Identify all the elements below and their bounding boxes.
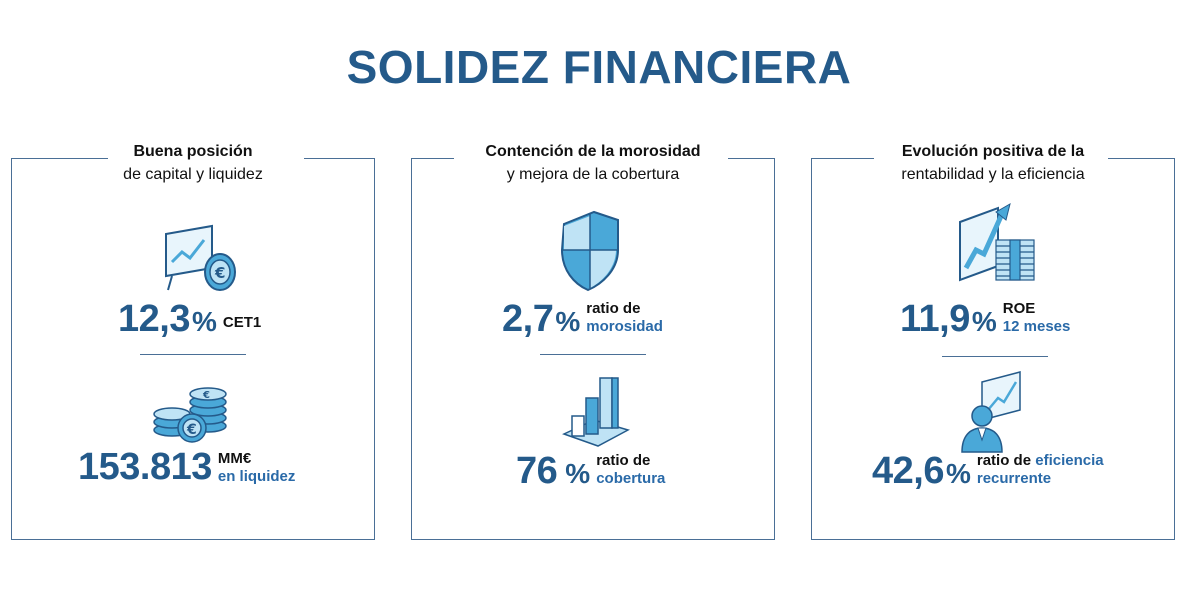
svg-text:€: € xyxy=(214,264,225,282)
metric-label-line1-a: ratio de xyxy=(976,452,1032,469)
metric-label-line2: en liquidez xyxy=(217,468,296,485)
metric-eficiencia: 42,6% ratio de eficiencia recurrente xyxy=(872,450,1104,493)
metric-unit: % xyxy=(191,306,217,337)
panel-heading-line1: Contención de la morosidad xyxy=(485,143,701,160)
metric-label-line1: ratio de xyxy=(596,452,651,469)
metric-label-line1: ratio de xyxy=(586,300,641,317)
panel-heading-line1: Evolución positiva de la xyxy=(901,143,1085,160)
chart-euro-board-icon: € xyxy=(165,224,236,291)
metric-value: 76 xyxy=(516,450,558,492)
divider xyxy=(942,356,1048,357)
divider xyxy=(540,354,646,355)
panel-heading-line1: Buena posición xyxy=(133,143,253,160)
metric-roe: 11,9% ROE 12 meses xyxy=(900,298,1070,341)
metric-label-line1-b: eficiencia xyxy=(1035,452,1104,469)
metric-liquidez: 153.813 MM€ en liquidez xyxy=(78,446,295,489)
svg-text:€: € xyxy=(186,422,197,438)
metric-label-line1: ROE xyxy=(1002,300,1036,317)
growth-chart-money-icon xyxy=(959,202,1035,282)
coins-euro-icon: € € xyxy=(153,387,227,443)
page-title: SOLIDEZ FINANCIERA xyxy=(346,41,852,93)
metric-value: 11,9 xyxy=(900,298,970,340)
divider xyxy=(140,354,246,355)
metric-label-line2: morosidad xyxy=(586,318,663,335)
metric-cobertura: 76% ratio de cobertura xyxy=(516,450,665,493)
panel-heading: Contención de la morosidad y mejora de l… xyxy=(412,140,774,186)
panel-morosidad-cobertura: Contención de la morosidad y mejora de l… xyxy=(411,143,775,540)
metric-label: CET1 xyxy=(222,314,262,331)
metric-value: 2,7 xyxy=(502,298,554,340)
businessman-chart-icon xyxy=(961,371,1021,453)
metric-unit: % xyxy=(555,306,581,337)
shield-icon xyxy=(560,210,619,292)
metric-value: 42,6 xyxy=(872,450,944,492)
metric-cet1: 12,3% CET1 xyxy=(118,298,261,341)
panel-capital-liquidez: Buena posición de capital y liquidez € 1… xyxy=(11,143,375,540)
svg-text:€: € xyxy=(202,390,210,401)
panel-rentabilidad-eficiencia: Evolución positiva de la rentabilidad y … xyxy=(811,143,1175,540)
panel-heading-line2: y mejora de la cobertura xyxy=(506,166,680,183)
panel-heading: Evolución positiva de la rentabilidad y … xyxy=(812,140,1174,186)
metric-value: 153.813 xyxy=(78,446,212,488)
panel-heading: Buena posición de capital y liquidez xyxy=(12,140,374,186)
metric-unit: % xyxy=(971,306,997,337)
metric-label-line2: cobertura xyxy=(596,470,666,487)
metric-value: 12,3 xyxy=(118,298,190,340)
metric-unit: % xyxy=(945,458,971,489)
metric-unit: % xyxy=(565,458,591,489)
metric-morosidad: 2,7% ratio de morosidad xyxy=(502,298,663,341)
metric-label-line1: MM€ xyxy=(217,450,252,467)
metric-label-line2: 12 meses xyxy=(1002,318,1071,335)
bar-chart-icon xyxy=(562,377,630,447)
metric-label-line2: recurrente xyxy=(976,470,1052,487)
panel-heading-line2: de capital y liquidez xyxy=(123,166,263,183)
panel-heading-line2: rentabilidad y la eficiencia xyxy=(901,166,1085,183)
